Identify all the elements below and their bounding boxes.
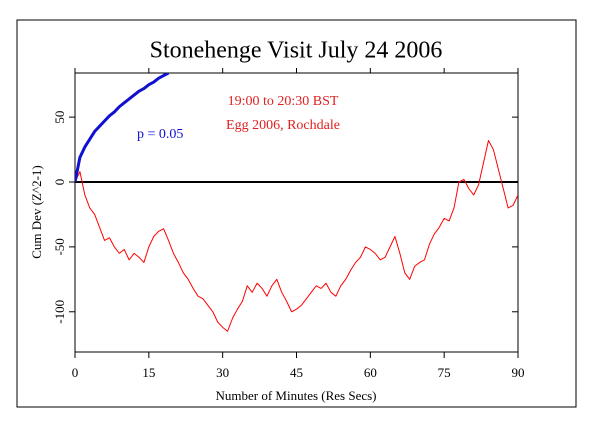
x-tick-label: 90 xyxy=(512,365,525,380)
x-tick-label: 60 xyxy=(364,365,377,380)
x-tick-label: 0 xyxy=(72,365,79,380)
x-axis-label: Number of Minutes (Res Secs) xyxy=(215,388,376,403)
chart-title: Stonehenge Visit July 24 2006 xyxy=(150,38,443,64)
data-line xyxy=(75,139,518,332)
y-tick-label: 0 xyxy=(52,179,67,186)
frame xyxy=(16,19,577,408)
x-tick-label: 30 xyxy=(216,365,229,380)
annotation: p = 0.05 xyxy=(137,127,183,142)
annotation: Egg 2006, Rochdale xyxy=(226,118,340,133)
data-line xyxy=(75,73,170,183)
x-tick-label: 75 xyxy=(438,365,451,380)
y-tick-label: -100 xyxy=(52,300,67,324)
x-tick-label: 15 xyxy=(142,365,155,380)
plot-area xyxy=(74,72,519,353)
y-tick-label: -50 xyxy=(52,238,67,255)
annotation: 19:00 to 20:30 BST xyxy=(228,94,339,109)
x-tick-label: 45 xyxy=(290,365,303,380)
y-tick-label: 50 xyxy=(52,111,67,124)
y-axis-label: Cum Dev (Z^2-1) xyxy=(29,165,44,258)
